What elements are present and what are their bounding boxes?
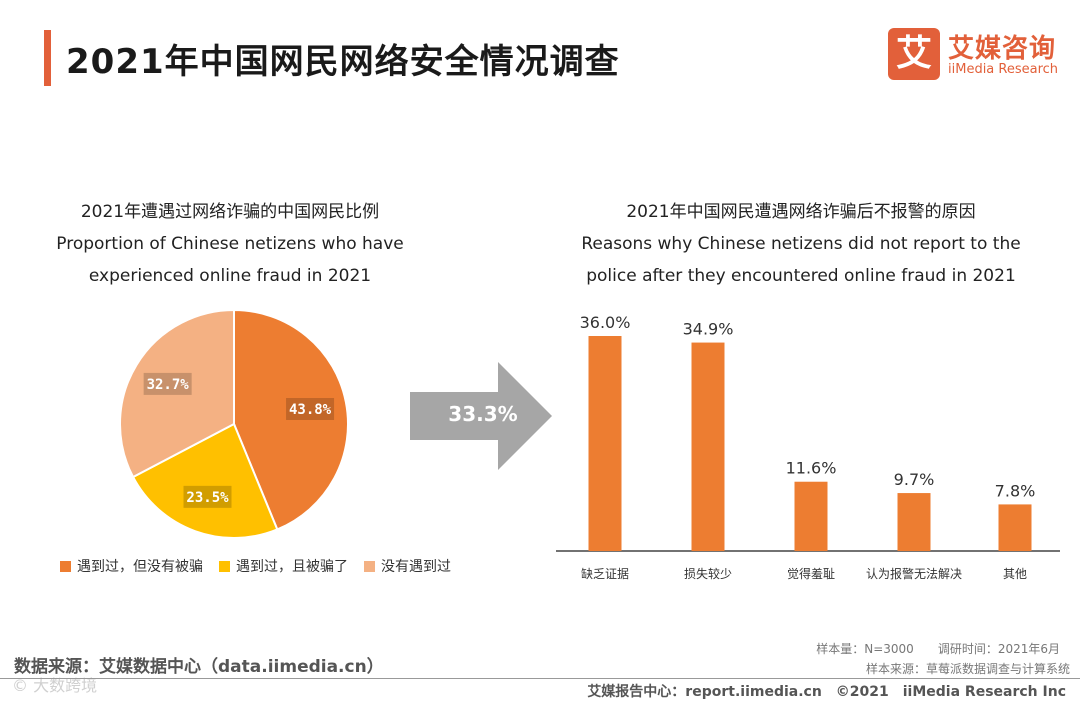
pie-chart-title: 2021年遭遇过网络诈骗的中国网民比例 Proportion of Chines…	[20, 196, 440, 292]
legend-item: 遇到过，且被骗了	[219, 556, 348, 576]
bar	[998, 504, 1032, 551]
legend-label: 遇到过，且被骗了	[236, 559, 348, 575]
logo-text-en: iiMedia Research	[948, 62, 1059, 77]
page-title: 2021年中国网民网络安全情况调查	[66, 42, 620, 82]
bar-title-en-2: police after they encountered online fra…	[586, 266, 1016, 286]
bar	[897, 493, 931, 551]
title-accent-bar	[44, 30, 51, 86]
bar-title-en-1: Reasons why Chinese netizens did not rep…	[581, 234, 1021, 254]
pie-slice	[233, 308, 349, 531]
logo-mark-icon: 艾	[888, 28, 940, 80]
bar	[588, 336, 622, 551]
legend-item: 遇到过，但没有被骗	[60, 556, 203, 576]
data-source: 数据来源：艾媒数据中心（data.iimedia.cn）	[14, 657, 384, 677]
pie-data-label: 32.7%	[147, 377, 190, 393]
sample-info: 样本量：N=3000 调研时间：2021年6月	[816, 642, 1060, 656]
bar-category-label: 觉得羞耻	[787, 566, 835, 581]
legend-item: 没有遇到过	[364, 556, 451, 576]
legend-label: 没有遇到过	[381, 559, 451, 575]
legend-swatch	[60, 560, 71, 572]
footer-divider	[0, 678, 1080, 679]
bar-value-label: 11.6%	[786, 459, 837, 478]
arrow-label: 33.3%	[448, 402, 518, 426]
bar-chart-title: 2021年中国网民遭遇网络诈骗后不报警的原因 Reasons why Chine…	[556, 196, 1046, 292]
bar-category-label: 认为报警无法解决	[866, 566, 962, 581]
bar-title-cn: 2021年中国网民遭遇网络诈骗后不报警的原因	[626, 202, 976, 222]
bar-value-label: 34.9%	[683, 320, 734, 339]
bar-category-label: 缺乏证据	[581, 566, 629, 581]
bar-value-label: 7.8%	[995, 481, 1036, 500]
pie-title-cn: 2021年遭遇过网络诈骗的中国网民比例	[80, 202, 380, 222]
logo-text-cn: 艾媒咨询	[948, 34, 1057, 64]
pie-label-bg	[143, 372, 192, 395]
pie-slice	[131, 422, 279, 539]
pie-title-en-2: experienced online fraud in 2021	[88, 266, 372, 286]
pie-title-en-1: Proportion of Chinese netizens who have	[56, 234, 404, 254]
brand-logo: 艾 艾媒咨询 iiMedia Research	[888, 28, 1068, 84]
pie-data-label: 23.5%	[186, 490, 229, 506]
bar	[794, 481, 828, 551]
sample-source: 样本来源：草莓派数据调查与计算系统	[865, 662, 1070, 676]
bar-value-label: 36.0%	[580, 313, 631, 332]
arrow-icon	[410, 362, 552, 470]
footer-report: 艾媒报告中心：report.iimedia.cn ©2021 iiMedia R…	[587, 684, 1066, 700]
bar-value-label: 9.7%	[894, 470, 935, 489]
pie-slice	[119, 308, 235, 479]
legend-swatch	[364, 560, 375, 572]
pie-legend: 遇到过，但没有被骗 遇到过，且被骗了 没有遇到过	[60, 556, 451, 576]
pie-label-bg	[286, 397, 335, 420]
legend-label: 遇到过，但没有被骗	[77, 559, 203, 575]
pie-label-bg	[183, 485, 232, 508]
bar	[691, 342, 725, 551]
pie-data-label: 43.8%	[289, 402, 332, 418]
bar-category-label: 损失较少	[684, 566, 732, 581]
watermark: © 大数跨境	[12, 676, 98, 695]
bar-category-label: 其他	[1003, 567, 1027, 581]
legend-swatch	[219, 560, 230, 572]
